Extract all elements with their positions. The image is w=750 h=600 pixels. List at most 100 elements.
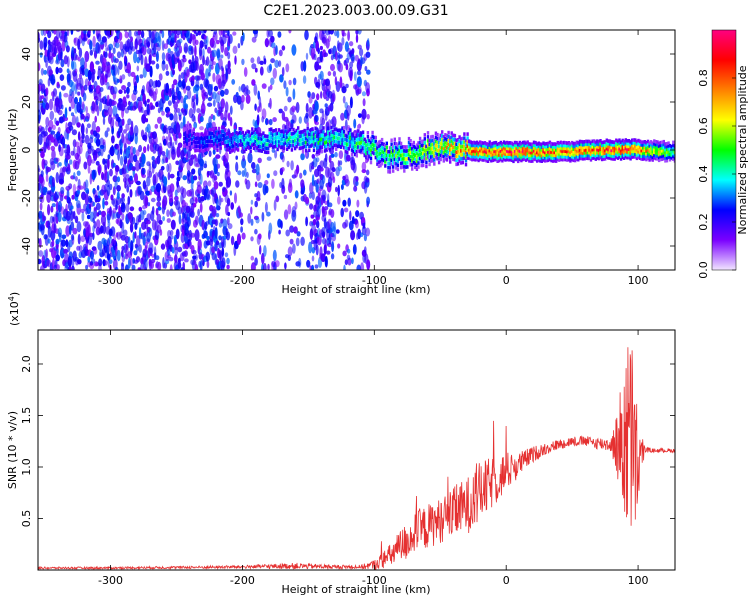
snr-y-multiplier-exp: 4 bbox=[7, 296, 16, 301]
spectrogram-cell bbox=[241, 232, 246, 240]
spectrogram-cell bbox=[346, 142, 349, 147]
spectrogram-cell bbox=[110, 194, 114, 201]
spectrogram-cell bbox=[599, 144, 602, 149]
spectrogram-cell bbox=[337, 54, 343, 59]
spectrogram-cell bbox=[97, 33, 102, 42]
spectrogram-cell bbox=[361, 161, 367, 171]
spectrogram-cell bbox=[295, 132, 298, 137]
spectrogram-cell bbox=[273, 133, 276, 137]
spectrogram-cell bbox=[608, 147, 612, 152]
spectrogram-cell bbox=[472, 146, 476, 150]
spectrogram-cell bbox=[57, 109, 63, 116]
spectrogram-cells bbox=[38, 30, 675, 270]
spectrogram-cell bbox=[365, 143, 368, 148]
spectrogram-cell bbox=[271, 137, 275, 141]
spectrogram-cell bbox=[480, 157, 483, 162]
spectrogram-cell bbox=[564, 141, 567, 145]
spectrogram-cell bbox=[461, 140, 464, 145]
spectrogram-cell bbox=[668, 143, 672, 148]
spectrogram-cell bbox=[661, 157, 664, 161]
spectrogram-cell bbox=[268, 135, 271, 140]
spectrogram-cell bbox=[634, 141, 637, 145]
spectrogram-cell bbox=[512, 153, 515, 158]
spectrogram-cell bbox=[305, 52, 309, 60]
spectrogram-cell bbox=[668, 146, 672, 151]
spectrogram-cell bbox=[255, 163, 260, 176]
spectrogram-cell bbox=[477, 141, 480, 146]
spectrogram-cell bbox=[569, 159, 572, 163]
spectrogram-cell bbox=[404, 161, 407, 165]
spectrogram-cell bbox=[618, 141, 621, 145]
spectrogram-cell bbox=[258, 233, 262, 240]
spectrogram-cell bbox=[605, 149, 608, 154]
spectrogram-cell bbox=[332, 176, 336, 184]
spectrogram-cell bbox=[661, 149, 664, 153]
spectrogram-cell bbox=[398, 145, 401, 149]
spectrogram-cell bbox=[66, 68, 70, 74]
spectrogram-cell bbox=[499, 140, 502, 145]
spectrogram-cell bbox=[597, 139, 601, 144]
spectrogram-cell bbox=[488, 154, 491, 158]
spectrogram-cell bbox=[640, 151, 643, 156]
spectrogram-cell bbox=[607, 142, 610, 146]
spectrogram-cell bbox=[589, 149, 593, 154]
spectrogram-cell bbox=[194, 264, 199, 270]
spectrogram-cell bbox=[610, 154, 613, 158]
spectrogram-cell bbox=[626, 141, 629, 146]
spectrogram-cell bbox=[61, 234, 67, 240]
spectrogram-cell bbox=[291, 206, 297, 218]
spectrogram-cell bbox=[653, 142, 656, 146]
spectrogram-cell bbox=[553, 150, 556, 155]
spectrogram-cell bbox=[211, 139, 214, 144]
spectrogram-cell bbox=[643, 140, 646, 144]
spectrogram-cell bbox=[411, 159, 414, 163]
spectrogram-cell bbox=[634, 152, 637, 156]
spectrogram-cell bbox=[78, 47, 83, 58]
spectrogram-cell bbox=[577, 149, 580, 154]
spectrogram-cell bbox=[270, 135, 273, 139]
spectrogram-cell bbox=[178, 214, 182, 225]
spectrogram-cell bbox=[461, 156, 464, 161]
spectrogram-cell bbox=[133, 250, 138, 256]
spectrogram-cell bbox=[450, 135, 453, 139]
spectrogram-cell bbox=[355, 133, 358, 138]
spectrogram-cell bbox=[190, 232, 195, 238]
spectrogram-cell bbox=[91, 101, 96, 112]
spectrogram-cell bbox=[488, 146, 491, 150]
spectrogram-cell bbox=[40, 170, 44, 178]
spectrogram-cell bbox=[512, 142, 515, 147]
spectrogram-cell bbox=[116, 176, 121, 183]
spectrogram-cell bbox=[341, 126, 344, 130]
spectrogram-cell bbox=[388, 162, 392, 166]
spectrogram-cell bbox=[311, 174, 315, 187]
spectrogram-cell bbox=[407, 152, 411, 157]
spectrogram-cell bbox=[441, 150, 444, 154]
spectrogram-cell bbox=[401, 153, 404, 157]
spectrogram-cell bbox=[111, 135, 115, 144]
spectrogram-cell bbox=[365, 151, 368, 156]
spectrogram-cell bbox=[285, 131, 289, 135]
spectrogram-cell bbox=[196, 184, 202, 194]
spectrogram-cell bbox=[355, 137, 358, 142]
spectrogram-cell bbox=[189, 137, 192, 141]
spectrogram-cell bbox=[349, 61, 354, 69]
spectrogram-cell bbox=[168, 162, 172, 173]
spectrogram-cell bbox=[548, 154, 552, 159]
spectrogram-cell bbox=[264, 38, 270, 48]
spectrogram-cell bbox=[204, 160, 207, 166]
spectrogram-cell bbox=[190, 210, 195, 218]
spectrogram-cell bbox=[380, 157, 384, 162]
spectrogram-cell bbox=[382, 158, 385, 163]
spectrogram-cell bbox=[338, 144, 341, 148]
spectrogram-cell bbox=[637, 141, 640, 146]
spectrogram-cell bbox=[543, 147, 547, 152]
spectrogram-cell bbox=[216, 148, 219, 152]
spectrogram-cell bbox=[281, 145, 284, 149]
spectrogram-cell bbox=[271, 148, 276, 153]
spectrogram-cell bbox=[673, 159, 675, 163]
x-tick-label: -200 bbox=[230, 574, 255, 587]
spectrogram-cell bbox=[575, 157, 578, 161]
spectrogram-cell bbox=[306, 142, 309, 146]
spectrogram-cell bbox=[249, 149, 252, 154]
spectrogram-cell bbox=[509, 146, 512, 151]
